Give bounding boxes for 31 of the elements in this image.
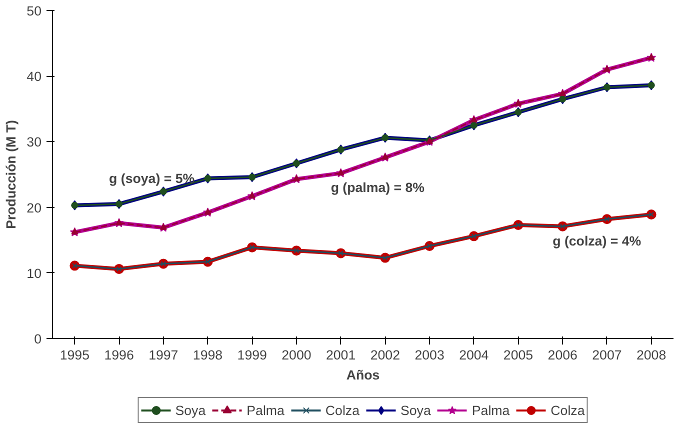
x-tick-label: 1998	[192, 348, 223, 362]
y-tick-label: 0	[34, 332, 42, 346]
x-tick-label: 1996	[104, 348, 134, 362]
x-tick-label: 2001	[326, 348, 356, 362]
x-tick-label: 2000	[282, 348, 312, 362]
annotation: g (soya) = 5%	[109, 171, 195, 186]
y-axis-title: Producción (M T)	[4, 120, 19, 229]
x-axis-title: Años	[346, 368, 380, 382]
y-tick-label: 30	[26, 134, 42, 150]
x-tick-label: 1997	[148, 348, 178, 362]
legend-label: Soya	[175, 402, 206, 418]
x-tick-label: 2008	[636, 348, 666, 362]
x-tick-label: 2003	[414, 348, 444, 362]
x-tick-label: 1995	[60, 348, 90, 362]
legend-label: Colza	[325, 402, 360, 418]
legend-label: Palma	[472, 402, 510, 418]
legend-label: Soya	[400, 402, 431, 418]
x-tick-label: 2007	[592, 348, 622, 362]
x-tick-label: 2002	[370, 348, 400, 362]
x-tick-label: 1999	[237, 348, 267, 362]
annotation: g (palma) = 8%	[330, 180, 425, 196]
y-tick-label: 40	[26, 69, 42, 84]
legend-label: Palma	[246, 402, 284, 418]
x-tick-label: 2006	[548, 348, 578, 362]
x-tick-label: 2005	[503, 348, 534, 362]
y-tick-label: 50	[26, 4, 42, 18]
x-tick-label: 2004	[459, 348, 490, 362]
y-tick-label: 20	[26, 200, 42, 216]
annotation: g (colza) = 4%	[552, 233, 642, 248]
legend-label: Colza	[550, 402, 585, 418]
y-tick-label: 10	[26, 266, 42, 281]
